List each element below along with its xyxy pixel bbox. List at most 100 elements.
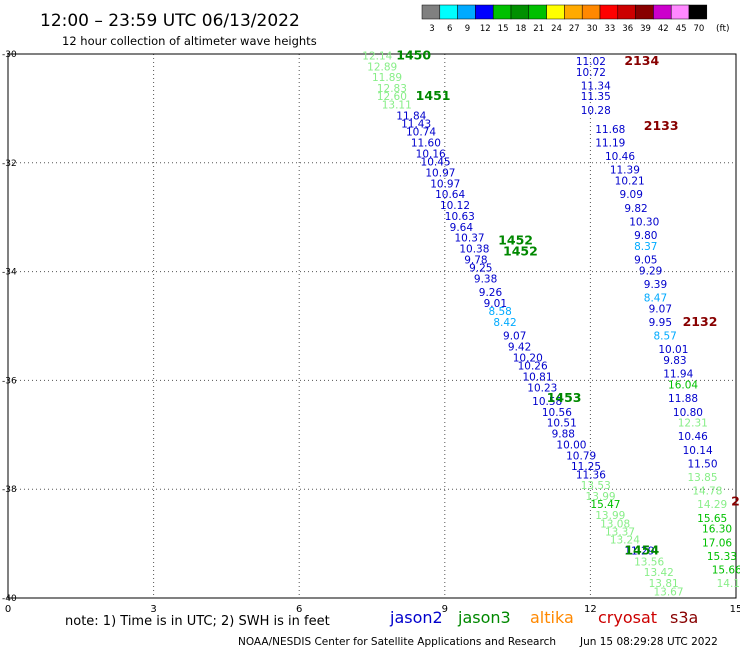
colorbar-tick-label: 30 [587,24,598,34]
right-track-swh-label: 9.39 [644,279,667,291]
diagonal-track-swh-label: 8.42 [493,317,516,329]
diagonal-track-swh-label: 9.01 [484,298,507,310]
diagonal-track-time-label: 1451 [416,88,451,103]
right-track-swh-label: 10.46 [605,151,635,163]
colorbar-tick-label: 12 [480,24,491,34]
data-marks: 12.1412.8911.8912.8312.6013.1111.8411.43… [362,47,740,598]
diagonal-track-swh-label: 10.63 [445,211,475,223]
diagonal-track-swh-label: 10.45 [421,157,451,169]
diagonal-track-swh-label: 10.97 [430,178,460,190]
legend-entry-jason2: jason2 [389,608,443,627]
diagonal-track-swh-label: 13.24 [610,535,640,547]
right-track-swh-label: 11.34 [581,80,611,92]
colorbar-tick-label: 42 [658,24,669,34]
right-track-swh-label: 11.68 [595,124,625,136]
plot-frame [7,53,737,599]
right-track-swh-label: 11.35 [581,91,611,103]
right-track-swh-label: 11.02 [576,56,606,68]
legend-entry-altika: altika [530,608,574,627]
right-track-swh-label: 9.09 [620,189,643,201]
diagonal-track-swh-label: 13.42 [644,567,674,579]
diagonal-track-swh-label: 11.29 [624,545,654,557]
right-track-swh-label: 8.47 [644,293,667,305]
diagonal-track-swh-label: 13.99 [595,510,625,522]
colorbar-tick-label: 70 [693,24,704,34]
colorbar-swatch [528,4,547,20]
right-track-swh-label: 14.13 [717,578,740,590]
colorbar-swatch [688,4,708,20]
diagonal-track-swh-label: 11.43 [401,118,431,130]
right-track-swh-label: 10.30 [629,216,659,228]
diagonal-track-swh-label: 10.79 [566,450,596,462]
right-track-swh-label: 10.28 [581,105,611,117]
right-track-swh-label: 9.07 [649,303,672,315]
colorbar-tick-label: 15 [498,24,509,34]
x-tick-label: 0 [5,604,11,615]
right-track-swh-label: 11.19 [595,137,625,149]
diagonal-track-swh-label: 10.74 [406,127,436,139]
right-track-swh-label: 11.50 [687,458,717,470]
right-track-swh-label: 9.95 [649,317,672,329]
x-tick-label: 3 [150,604,156,615]
diagonal-track-swh-label: 13.56 [634,556,664,568]
right-track-swh-label: 9.05 [634,254,657,266]
colorbar-tick-label: 39 [640,24,651,34]
diagonal-track-swh-label: 10.16 [416,148,446,160]
diagonal-track-swh-label: 15.47 [590,499,620,511]
x-axis: 0 3 6 9 12 15 [5,604,740,615]
right-track-swh-label: 17.06 [702,537,732,549]
right-track-swh-label: 9.82 [624,203,647,215]
right-track-time-label: 21 [731,494,740,509]
right-track-swh-label: 15.66 [712,565,740,577]
diagonal-track-swh-label: 9.38 [474,273,497,285]
right-track-time-label: 2133 [644,118,679,133]
diagonal-track-swh-label: 12.83 [377,83,407,95]
diagonal-track-swh-label: 10.12 [440,200,470,212]
diagonal-track-swh-label: 13.11 [382,99,412,111]
colorbar-swatch [546,4,565,20]
diagonal-track-swh-label: 9.07 [503,331,526,343]
footer-credit: NOAA/NESDIS Center for Satellite Applica… [238,636,556,648]
right-track-swh-label: 11.88 [668,393,698,405]
right-track-swh-label: 15.33 [707,551,737,563]
colorbar-tick-label: 9 [465,24,470,34]
right-track-swh-label: 14.29 [697,499,727,511]
diagonal-track-swh-label: 9.78 [464,254,487,266]
chart-title: 12:00 – 23:59 UTC 06/13/2022 [40,11,300,31]
diagonal-track-swh-label: 10.26 [518,361,548,373]
right-track-swh-label: 8.57 [653,331,676,343]
diagonal-track-time-label: 1454 [624,542,659,557]
diagonal-track-swh-label: 9.42 [508,341,531,353]
diagonal-track-swh-label: 10.20 [513,352,543,364]
diagonal-track-swh-label: 11.36 [576,469,606,481]
right-track-swh-label: 11.39 [610,165,640,177]
diagonal-track-swh-label: 13.67 [653,586,683,598]
x-tick-label: 12 [584,604,597,615]
diagonal-track-swh-label: 13.08 [600,518,630,530]
legend-entry-s3a: s3a [670,608,698,627]
right-track-swh-label: 10.21 [615,176,645,188]
diagonal-track-swh-label: 10.56 [542,407,572,419]
diagonal-track-swh-label: 11.60 [411,137,441,149]
colorbar-tick-label: 33 [604,24,615,34]
y-tick-label: -30 [2,50,17,60]
diagonal-track-swh-label: 10.58 [532,396,562,408]
diagonal-track-swh-label: 12.14 [362,50,392,62]
right-track-swh-label: 16.04 [668,380,698,392]
right-track-time-label: 2134 [624,53,659,68]
y-axis: -30 -32 -34 -36 -38 -40 [2,50,17,604]
right-track-swh-label: 10.01 [658,344,688,356]
diagonal-track-time-label: 1453 [547,390,582,405]
diagonal-track-swh-label: 11.25 [571,461,601,473]
diagonal-track-swh-label: 12.60 [377,91,407,103]
colorbar-tick-label: 36 [622,24,633,34]
colorbar: 3 6 9 12 15 18 21 24 27 30 33 36 39 42 45 70 [421,4,708,34]
right-track-swh-label: 10.14 [683,445,713,457]
diagonal-track-swh-label: 9.26 [479,287,503,299]
diagonal-track-swh-label: 10.51 [547,418,577,430]
colorbar-swatch [564,4,583,20]
diagonal-track-swh-label: 9.25 [469,263,492,275]
right-track-swh-label: 15.65 [697,513,727,525]
colorbar-swatch [670,4,690,20]
